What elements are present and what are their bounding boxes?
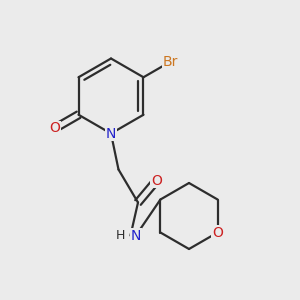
Text: O: O xyxy=(50,121,61,135)
Text: N: N xyxy=(131,229,141,242)
Text: O: O xyxy=(212,226,223,239)
Text: H: H xyxy=(116,229,126,242)
Text: N: N xyxy=(106,127,116,140)
Text: Br: Br xyxy=(163,55,178,68)
Text: O: O xyxy=(151,174,162,188)
